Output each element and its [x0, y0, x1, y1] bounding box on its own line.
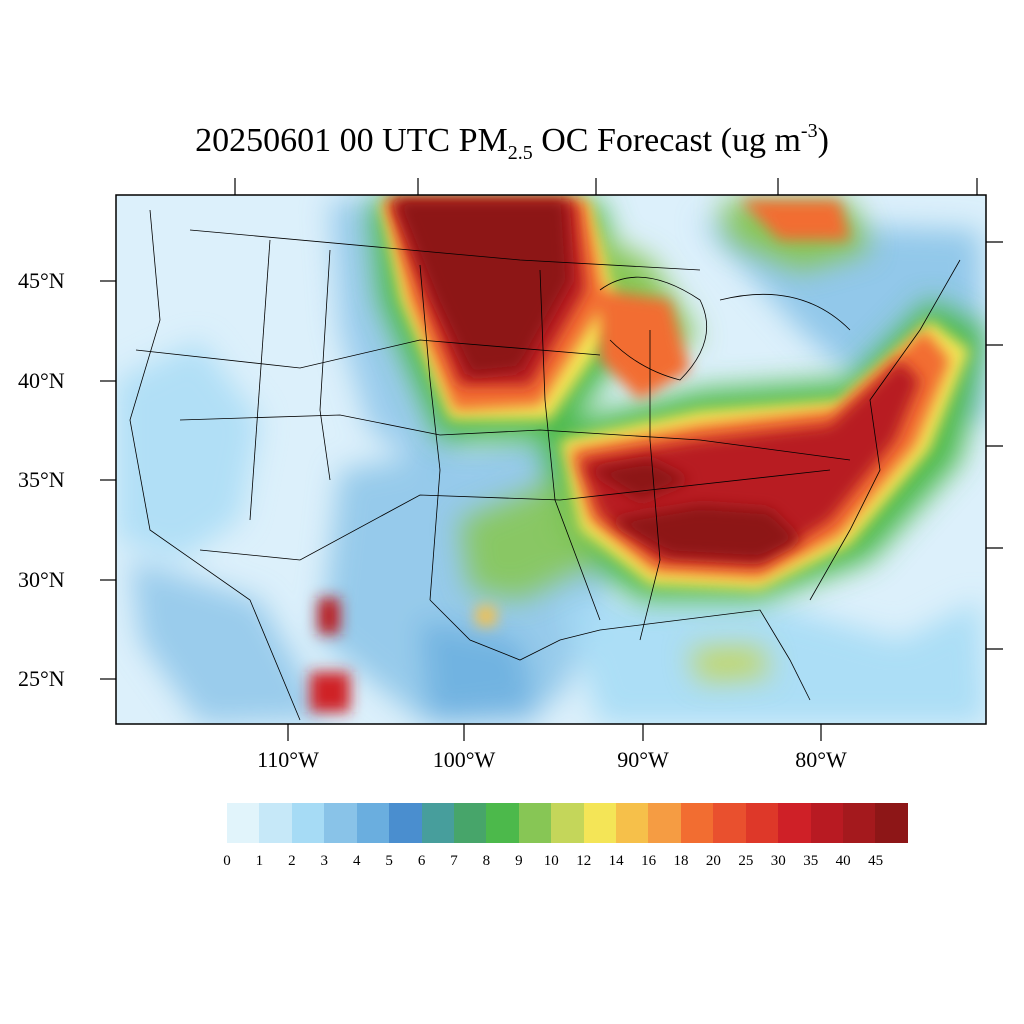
colorbar-label: 25	[738, 853, 754, 869]
colorbar-swatch	[680, 803, 714, 843]
colorbar-swatch	[583, 803, 617, 843]
lat-label-30n: 30°N	[18, 567, 65, 592]
colorbar-labels: 0 1 2 3 4 5 6 7 8 9 10 12 14 16 18 20 25 30 35 40 45	[0, 853, 1024, 873]
colorbar-swatch	[648, 803, 681, 843]
map-frame	[115, 194, 987, 725]
colorbar-label: 14	[608, 853, 624, 869]
lat-label-25n: 25°N	[18, 666, 65, 691]
lat-label-45n: 45°N	[18, 268, 65, 293]
colorbar-label: 18	[673, 853, 689, 869]
title-superscript: -3	[800, 120, 818, 142]
colorbar	[227, 803, 908, 843]
lat-label-35n: 35°N	[18, 467, 65, 492]
colorbar-swatch	[486, 803, 519, 843]
colorbar-label: 5	[385, 853, 393, 869]
colorbar-swatch	[518, 803, 552, 843]
lat-label-40n: 40°N	[18, 368, 65, 393]
colorbar-swatch	[324, 803, 357, 843]
colorbar-swatch	[778, 803, 811, 843]
title-prefix: 20250601 00 UTC PM	[195, 122, 508, 159]
colorbar-label: 1	[255, 853, 264, 869]
colorbar-label: 2	[288, 853, 296, 869]
map-title: 20250601 00 UTC PM2.5 OC Forecast (ug m-…	[0, 120, 1024, 165]
colorbar-label: 9	[515, 853, 523, 869]
colorbar-swatch	[453, 803, 487, 843]
colorbar-swatch	[356, 803, 390, 843]
lon-label-100w: 100°W	[432, 747, 496, 772]
colorbar-label: 0	[223, 853, 231, 869]
lon-label-80w: 80°W	[795, 747, 847, 772]
colorbar-label: 45	[868, 853, 884, 869]
colorbar-swatch	[291, 803, 325, 843]
colorbar-label: 20	[705, 853, 721, 869]
colorbar-swatch	[713, 803, 746, 843]
lon-label-90w: 90°W	[617, 747, 669, 772]
colorbar-swatch	[421, 803, 454, 843]
colorbar-swatch	[810, 803, 844, 843]
colorbar-label: 4	[352, 853, 361, 869]
colorbar-label: 40	[835, 853, 851, 869]
colorbar-swatch	[227, 803, 260, 843]
title-middle: OC Forecast (ug m	[532, 122, 801, 159]
colorbar-label: 30	[770, 853, 786, 869]
colorbar-label: 35	[803, 853, 819, 869]
colorbar-swatch	[745, 803, 779, 843]
colorbar-label: 10	[543, 853, 559, 869]
colorbar-label: 8	[482, 853, 491, 869]
colorbar-swatch	[389, 803, 422, 843]
colorbar-swatch	[875, 803, 908, 843]
lon-label-110w: 110°W	[257, 747, 319, 772]
colorbar-swatch	[551, 803, 584, 843]
tick-marks	[100, 178, 1003, 741]
colorbar-label: 12	[576, 853, 592, 869]
colorbar-swatch	[843, 803, 876, 843]
colorbar-swatch	[259, 803, 292, 843]
colorbar-label: 3	[320, 853, 329, 869]
title-subscript: 2.5	[507, 142, 533, 164]
boundary-lines	[129, 209, 961, 721]
colorbar-label: 7	[450, 853, 458, 869]
colorbar-label: 16	[641, 853, 657, 869]
colorbar-swatch	[616, 803, 649, 843]
title-suffix: )	[817, 122, 829, 159]
colorbar-label: 6	[417, 853, 426, 869]
